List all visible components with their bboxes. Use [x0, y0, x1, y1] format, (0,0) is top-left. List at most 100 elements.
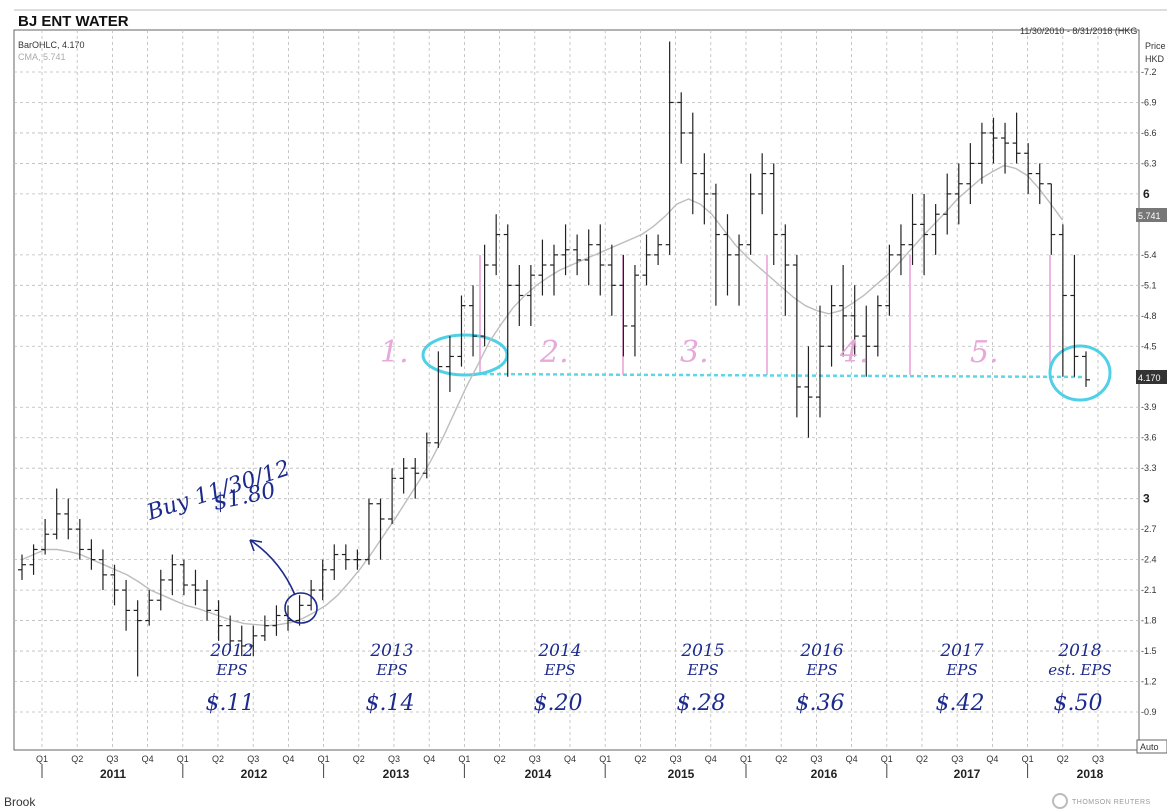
ohlc-bar: [711, 183, 720, 306]
eps-value: $.14: [366, 691, 415, 716]
ohlc-bar: [492, 214, 501, 276]
ohlc-bar: [688, 112, 697, 215]
ohlc-bar: [769, 163, 778, 266]
ohlc-bar: [226, 615, 235, 652]
ohlc-bar: [29, 544, 38, 575]
quarter-label: Q1: [36, 754, 48, 764]
ohlc-bar: [18, 554, 26, 580]
ohlc-bar: [330, 544, 339, 580]
ohlc-bar: [156, 569, 165, 611]
quarter-label: Q3: [810, 754, 822, 764]
ohlc-bar: [677, 92, 686, 164]
ohlc-bar: [307, 579, 316, 611]
ohlc-bar: [954, 163, 963, 225]
ohlc-bar: [550, 244, 558, 296]
y-tick-label: -3.9: [1141, 402, 1157, 412]
year-label: 2012: [241, 767, 268, 781]
y-tick-label: -1.8: [1141, 616, 1157, 626]
quarter-label: Q1: [740, 754, 752, 764]
quarter-label: Q2: [634, 754, 646, 764]
ohlc-bar: [977, 122, 986, 184]
ohlc-bar: [214, 600, 223, 641]
ohlc-bar: [526, 265, 535, 326]
buy-arrowhead: [249, 539, 263, 552]
y-tick-label: -7.2: [1141, 67, 1157, 77]
eps-year: 2012: [209, 641, 253, 661]
auto-label: Auto: [1140, 742, 1159, 752]
year-label: 2011: [100, 767, 126, 781]
ohlc-bar: [52, 488, 61, 540]
quarter-label: Q2: [71, 754, 83, 764]
quarter-label: Q1: [177, 754, 189, 764]
ohlc-bar: [145, 590, 154, 626]
quarter-label: Q1: [318, 754, 330, 764]
quarter-label: Q2: [212, 754, 224, 764]
series-label: BarOHLC, 4.170: [18, 40, 85, 50]
ohlc-bar: [943, 173, 952, 235]
quarter-label: Q3: [247, 754, 259, 764]
ohlc-bar: [607, 244, 616, 316]
ohlc-bar: [908, 193, 917, 266]
eps-year: 2014: [537, 641, 581, 661]
quarter-label: Q1: [881, 754, 893, 764]
buy-circle: [284, 592, 318, 624]
quarter-label: Q3: [106, 754, 118, 764]
y-tick-label: -1.2: [1141, 677, 1157, 687]
ohlc-bar: [538, 239, 547, 296]
eps-label: EPS: [805, 661, 837, 679]
ohlc-bar: [191, 569, 200, 606]
y-tick-label: -6.9: [1141, 97, 1157, 107]
year-label: 2017: [954, 767, 981, 781]
ohlc-bar: [989, 117, 998, 164]
eps-year: 2016: [799, 641, 843, 661]
eps-value: $.20: [534, 691, 583, 716]
price-label: Price: [1145, 41, 1166, 51]
quarter-label: Q1: [458, 754, 470, 764]
ohlc-bar: [503, 224, 512, 377]
ma-value-tag: 5.741: [1138, 211, 1161, 221]
ohlc-bar: [1047, 183, 1056, 255]
ohlc-bar: [434, 351, 443, 448]
quarter-label: Q4: [986, 754, 998, 764]
y-tick-label: -5.4: [1141, 250, 1157, 260]
quarter-label: Q4: [282, 754, 294, 764]
year-label: 2016: [811, 767, 838, 781]
year-label: 2013: [383, 767, 410, 781]
year-label: 2014: [525, 767, 552, 781]
quarter-label: Q2: [494, 754, 506, 764]
ohlc-bar: [654, 234, 663, 266]
quarter-label: Q3: [529, 754, 541, 764]
ohlc-bars-layer: [18, 41, 1090, 677]
buy-arrow: [249, 539, 296, 596]
ohlc-bar: [388, 468, 397, 525]
ohlc-bar: [827, 285, 836, 367]
ohlc-bar: [260, 615, 269, 641]
ohlc-bar: [1082, 351, 1090, 387]
y-tick-label: -6.3: [1141, 158, 1157, 168]
period-number: 4.: [839, 335, 869, 370]
quarter-label: Q4: [142, 754, 154, 764]
ohlc-bar: [515, 265, 524, 326]
plot-frame: [13, 29, 1140, 751]
quarter-label: Q4: [705, 754, 717, 764]
ohlc-bar: [457, 295, 466, 367]
eps-label: EPS: [215, 661, 247, 679]
ohlc-bar: [1058, 224, 1067, 377]
ohlc-bar: [1024, 143, 1033, 194]
ohlc-bar: [98, 549, 107, 591]
eps-label: EPS: [543, 661, 575, 679]
ohlc-bar: [295, 595, 304, 626]
eps-value: $.36: [796, 691, 845, 716]
eps-annotations: 2012EPS$.112013EPS$.142014EPS$.202015EPS…: [206, 641, 1112, 716]
y-axis-ticks: -7.2 -6.9 -6.6 -6.3 6 -5.4 -5.1 -4.8 -4.5 -3.9 -3.…: [1141, 67, 1157, 717]
y-tick-label: -1.5: [1141, 646, 1157, 656]
ohlc-bar: [850, 285, 859, 357]
quarter-label: Q4: [564, 754, 576, 764]
eps-label: est. EPS: [1048, 661, 1111, 679]
ohlc-bar: [561, 224, 570, 276]
ohlc-bar: [75, 518, 84, 560]
ohlc-bar: [1001, 122, 1010, 174]
auto-button[interactable]: [1136, 739, 1167, 754]
y-tick-label: -4.5: [1141, 341, 1157, 351]
y-tick-label: 3: [1143, 492, 1150, 506]
